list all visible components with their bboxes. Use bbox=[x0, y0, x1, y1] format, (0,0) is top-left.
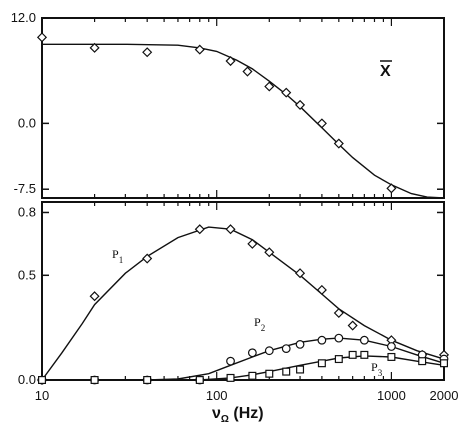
top-series-0-diamond-point bbox=[36, 32, 48, 43]
bottom-series-0-diamond-point bbox=[194, 224, 205, 235]
bottom-series-1-fit-line bbox=[147, 337, 445, 381]
bottom-y-tick-label: 0.0 bbox=[18, 372, 36, 387]
bottom-series-2-square-point bbox=[418, 357, 427, 366]
bottom-series-1-circle-point bbox=[281, 344, 291, 353]
bottom-series-1-circle-point bbox=[317, 335, 327, 345]
bottom-series-0-diamond-point bbox=[347, 320, 358, 331]
bottom-series-2-square-point bbox=[296, 365, 305, 374]
top-series-0-diamond-point bbox=[225, 55, 236, 67]
x-tick-label: 100 bbox=[206, 388, 228, 403]
bottom-series-1-circle-point bbox=[226, 356, 235, 366]
bottom-series-1-circle-point bbox=[295, 340, 305, 349]
bottom-panel-frame bbox=[41, 201, 445, 381]
p3-label-sub: 3 bbox=[378, 368, 383, 378]
bottom-series-2-square-point bbox=[387, 352, 396, 361]
bottom-y-tick-label: 0.5 bbox=[18, 267, 36, 282]
bottom-series-0-diamond-point bbox=[316, 284, 327, 296]
x-tick-label: 2000 bbox=[430, 388, 459, 403]
x-tick-label: 10 bbox=[35, 388, 49, 403]
p2-label-sub: 2 bbox=[261, 323, 266, 333]
top-y-tick-label: -7.5 bbox=[14, 181, 36, 196]
p1-label-main: P bbox=[112, 247, 119, 261]
top-series-0-diamond-point bbox=[316, 118, 327, 129]
top-series-0-diamond-point bbox=[89, 42, 100, 53]
top-series-0-diamond-point bbox=[281, 87, 292, 98]
bottom-series-2-square-point bbox=[195, 376, 204, 385]
x-tick-label: 1000 bbox=[377, 388, 406, 403]
bottom-series-1-circle-point bbox=[247, 348, 257, 358]
top-series-0-diamond-point bbox=[264, 81, 275, 92]
x-axis-title: νΩ (Hz) bbox=[212, 405, 264, 425]
bottom-series-2-square-point bbox=[440, 359, 449, 368]
bottom-series-1-circle-point bbox=[387, 342, 396, 351]
bottom-series-2-square-point bbox=[226, 373, 235, 382]
plot-panels: 12.00.0-7.50.80.50.010 100 1000 2000 bbox=[11, 10, 459, 403]
x-axis-nu: ν bbox=[212, 405, 221, 422]
top-y-tick-label: 12.0 bbox=[11, 10, 36, 25]
bottom-panel: 0.8 0.5 0.010 100 1000 2000 bbox=[18, 201, 459, 403]
bottom-series-0-diamond-point bbox=[247, 238, 258, 249]
bottom-series-1-circle-point bbox=[359, 335, 369, 345]
bottom-series-2-square-point bbox=[348, 350, 357, 359]
bottom-series-2-square-point bbox=[265, 369, 274, 378]
bottom-series-0-diamond-point bbox=[295, 268, 306, 279]
top-panel: 12.0 0.0 -7.5 bbox=[11, 10, 445, 199]
bottom-series-2-square-point bbox=[143, 376, 152, 385]
p3-label-main: P bbox=[371, 360, 378, 374]
bottom-series-2-square-point bbox=[317, 359, 326, 368]
top-series-0-diamond-point bbox=[194, 44, 205, 55]
x-axis-omega: Ω bbox=[221, 414, 229, 425]
bottom-series-0-diamond-point bbox=[225, 224, 236, 235]
bottom-series-2-square-point bbox=[37, 376, 46, 385]
bottom-series-0-diamond-point bbox=[89, 291, 100, 302]
bottom-series-1-circle-point bbox=[334, 333, 344, 343]
top-series-0-diamond-point bbox=[386, 183, 397, 194]
p1-label-sub: 1 bbox=[119, 255, 124, 265]
top-panel-frame bbox=[41, 17, 445, 199]
bottom-series-0-fit-line bbox=[41, 226, 445, 381]
xbar-label-text: X bbox=[380, 63, 391, 80]
top-series-0-diamond-point bbox=[242, 66, 253, 77]
p2-label-main: P bbox=[254, 315, 261, 329]
p3-series-label: P3 bbox=[371, 360, 383, 378]
top-series-0-diamond-point bbox=[333, 138, 344, 149]
bottom-series-0-diamond-point bbox=[333, 307, 344, 319]
bottom-series-2-square-point bbox=[90, 376, 99, 385]
bottom-series-2-square-point bbox=[360, 350, 369, 359]
p2-series-label: P2 bbox=[254, 315, 265, 333]
xbar-series-label: X bbox=[380, 63, 391, 80]
x-axis-unit: (Hz) bbox=[229, 405, 264, 422]
top-series-0-diamond-point bbox=[142, 47, 153, 58]
bottom-series-2-square-point bbox=[334, 355, 343, 364]
bottom-series-0-diamond-point bbox=[142, 253, 153, 264]
top-series-0-diamond-point bbox=[295, 99, 306, 110]
top-series-0-fit-line bbox=[42, 43, 445, 199]
bottom-series-2-square-point bbox=[282, 367, 291, 376]
p1-series-label: P1 bbox=[112, 247, 123, 265]
top-y-tick-label: 0.0 bbox=[18, 115, 36, 130]
bottom-series-2-square-point bbox=[248, 371, 257, 380]
bottom-series-1-circle-point bbox=[264, 346, 274, 356]
bottom-y-tick-label: 0.8 bbox=[18, 204, 36, 219]
bottom-series-0-diamond-point bbox=[264, 247, 275, 258]
